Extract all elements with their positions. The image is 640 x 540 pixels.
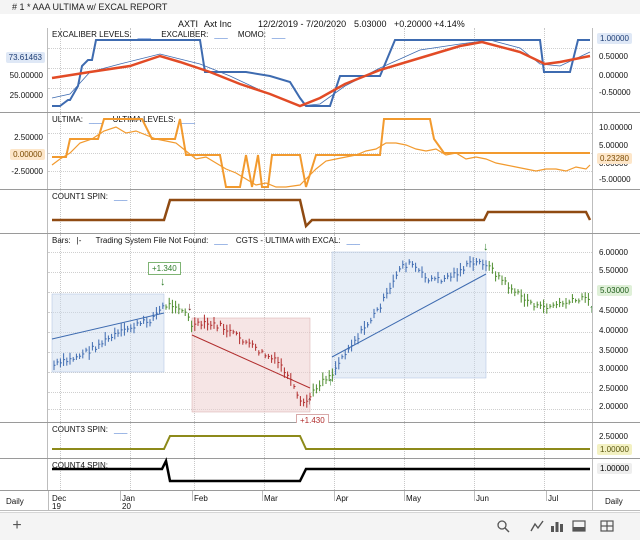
legend-excaliber: EXCALIBER:: [161, 30, 209, 39]
red-up-arrow: ↑: [307, 395, 313, 407]
plus-icon[interactable]: +: [12, 517, 22, 534]
month-jul: Jul: [548, 494, 559, 503]
excaliber-right-axis: 1.00000 0.50000 0.00000 -0.50000: [592, 28, 640, 112]
excaliber-right-current: 1.00000: [597, 33, 632, 44]
symbol-ticker[interactable]: AXTI: [178, 19, 199, 29]
count4-line: [52, 457, 590, 483]
bar-chart-icon[interactable]: [550, 519, 564, 533]
year-20: 20: [122, 502, 131, 511]
month-jun: Jun: [476, 494, 489, 503]
price-chart: [51, 251, 590, 413]
line-chart-icon[interactable]: [530, 519, 544, 533]
ultima-lines: [51, 118, 591, 188]
panel-grid: [48, 113, 592, 189]
green-up-arrow: ↑: [328, 376, 334, 388]
month-mar: Mar: [264, 494, 278, 503]
legend-momo: MOMO:: [237, 30, 266, 39]
year-19: 19: [52, 502, 61, 511]
month-jan: Jan: [122, 494, 135, 503]
legend-excaliber-levels: EXCALIBER LEVELS:: [52, 30, 132, 39]
month-feb: Feb: [194, 494, 208, 503]
right-period[interactable]: Daily: [605, 497, 623, 506]
ultima-right-current: 0.23280: [597, 153, 632, 164]
legend-count1: COUNT1 SPIN:: [52, 192, 109, 201]
panel-grid: [48, 423, 592, 458]
count3-legend: COUNT3 SPIN: ___: [52, 425, 128, 434]
green-up-arrow-2: ↑: [589, 303, 595, 315]
excaliber-panel[interactable]: EXCALIBER LEVELS: ___ EXCALIBER: ___ MOMO:…: [0, 28, 640, 113]
ultima-left-axis: 2.50000 0.00000 -2.50000: [0, 113, 48, 189]
count3-panel[interactable]: COUNT3 SPIN: ___ 2.50000 1.00000: [0, 423, 640, 459]
panel-grid: [48, 234, 592, 422]
count4-panel[interactable]: COUNT4 SPIN: ___ 1.00000: [0, 457, 640, 491]
green-down-arrow: ↓: [160, 276, 166, 288]
count3-line: [52, 435, 590, 450]
count1-panel[interactable]: COUNT1 SPIN: ___: [0, 190, 640, 234]
ultima-left-current: 0.00000: [10, 149, 45, 160]
ultima-legend: ULTIMA: ___ ULTIMA LEVELS: ___: [52, 115, 195, 124]
excaliber-lines: [51, 39, 591, 108]
ultima-panel[interactable]: ULTIMA: ___ ULTIMA LEVELS: ___ 2.50000 0.0…: [0, 113, 640, 190]
date-range[interactable]: 12/2/2019 - 7/20/2020: [258, 19, 347, 29]
price-change-pct: +4.14%: [434, 19, 465, 29]
window-title-bar: # 1 * AAA ULTIMA w/ EXCAL REPORT: [0, 0, 640, 14]
price-panel[interactable]: Bars: |- Trading System File Not Found: __…: [0, 234, 640, 427]
bottom-toolbar: +: [0, 512, 640, 540]
price-change: +0.20000: [394, 19, 432, 29]
trade-gain-label-top: +1.340: [148, 262, 181, 275]
legend-count3: COUNT3 SPIN:: [52, 425, 109, 434]
ultima-right-axis: 10.00000 5.00000 0.00000 0.23280 -5.0000…: [592, 113, 640, 189]
last-price: 5.03000: [354, 19, 387, 29]
time-axis: Daily Dec 19 Jan 20 Feb Mar Apr May Jun …: [0, 491, 640, 511]
excaliber-left-axis: 50.00000 25.00000 73.61463: [0, 28, 48, 112]
legend-ultima-levels: ULTIMA LEVELS:: [112, 115, 176, 124]
legend-trading-system: Trading System File Not Found:: [95, 236, 209, 245]
window-title: # 1 * AAA ULTIMA w/ EXCAL REPORT: [12, 2, 168, 12]
count3-current: 1.00000: [597, 444, 632, 455]
excaliber-legend: EXCALIBER LEVELS: ___ EXCALIBER: ___ MOMO:…: [52, 30, 286, 39]
month-apr: Apr: [336, 494, 349, 503]
panel-icon[interactable]: [572, 519, 586, 533]
count1-legend: COUNT1 SPIN: ___: [52, 192, 128, 201]
month-may: May: [406, 494, 422, 503]
excaliber-left-current: 73.61463: [5, 52, 45, 63]
search-icon[interactable]: [496, 519, 510, 533]
legend-bars: Bars:: [52, 236, 71, 245]
count4-legend: COUNT4 SPIN: ___: [52, 461, 128, 470]
month-dec: Dec: [52, 494, 67, 503]
legend-count4: COUNT4 SPIN:: [52, 461, 109, 470]
legend-ultima: ULTIMA:: [52, 115, 83, 124]
company-name: Axt Inc: [204, 19, 232, 29]
count4-right-axis: 1.00000: [592, 459, 640, 490]
count4-current: 1.00000: [597, 463, 632, 474]
layout-icon[interactable]: [600, 519, 614, 533]
period-selector[interactable]: Daily: [6, 497, 24, 506]
legend-cgts: CGTS - ULTIMA with EXCAL:: [235, 236, 341, 245]
price-legend: Bars: |- Trading System File Not Found: __…: [52, 236, 361, 245]
price-current: 5.03000: [597, 285, 632, 296]
red-down-arrow: ↓: [187, 301, 193, 313]
green-down-arrow-2: ↓: [483, 241, 489, 253]
count1-line: [52, 198, 592, 229]
count3-right-axis: 2.50000 1.00000: [592, 423, 640, 458]
price-right-axis: 6.00000 5.50000 5.03000 4.50000 4.00000 …: [592, 234, 640, 422]
panel-grid: [48, 459, 592, 490]
